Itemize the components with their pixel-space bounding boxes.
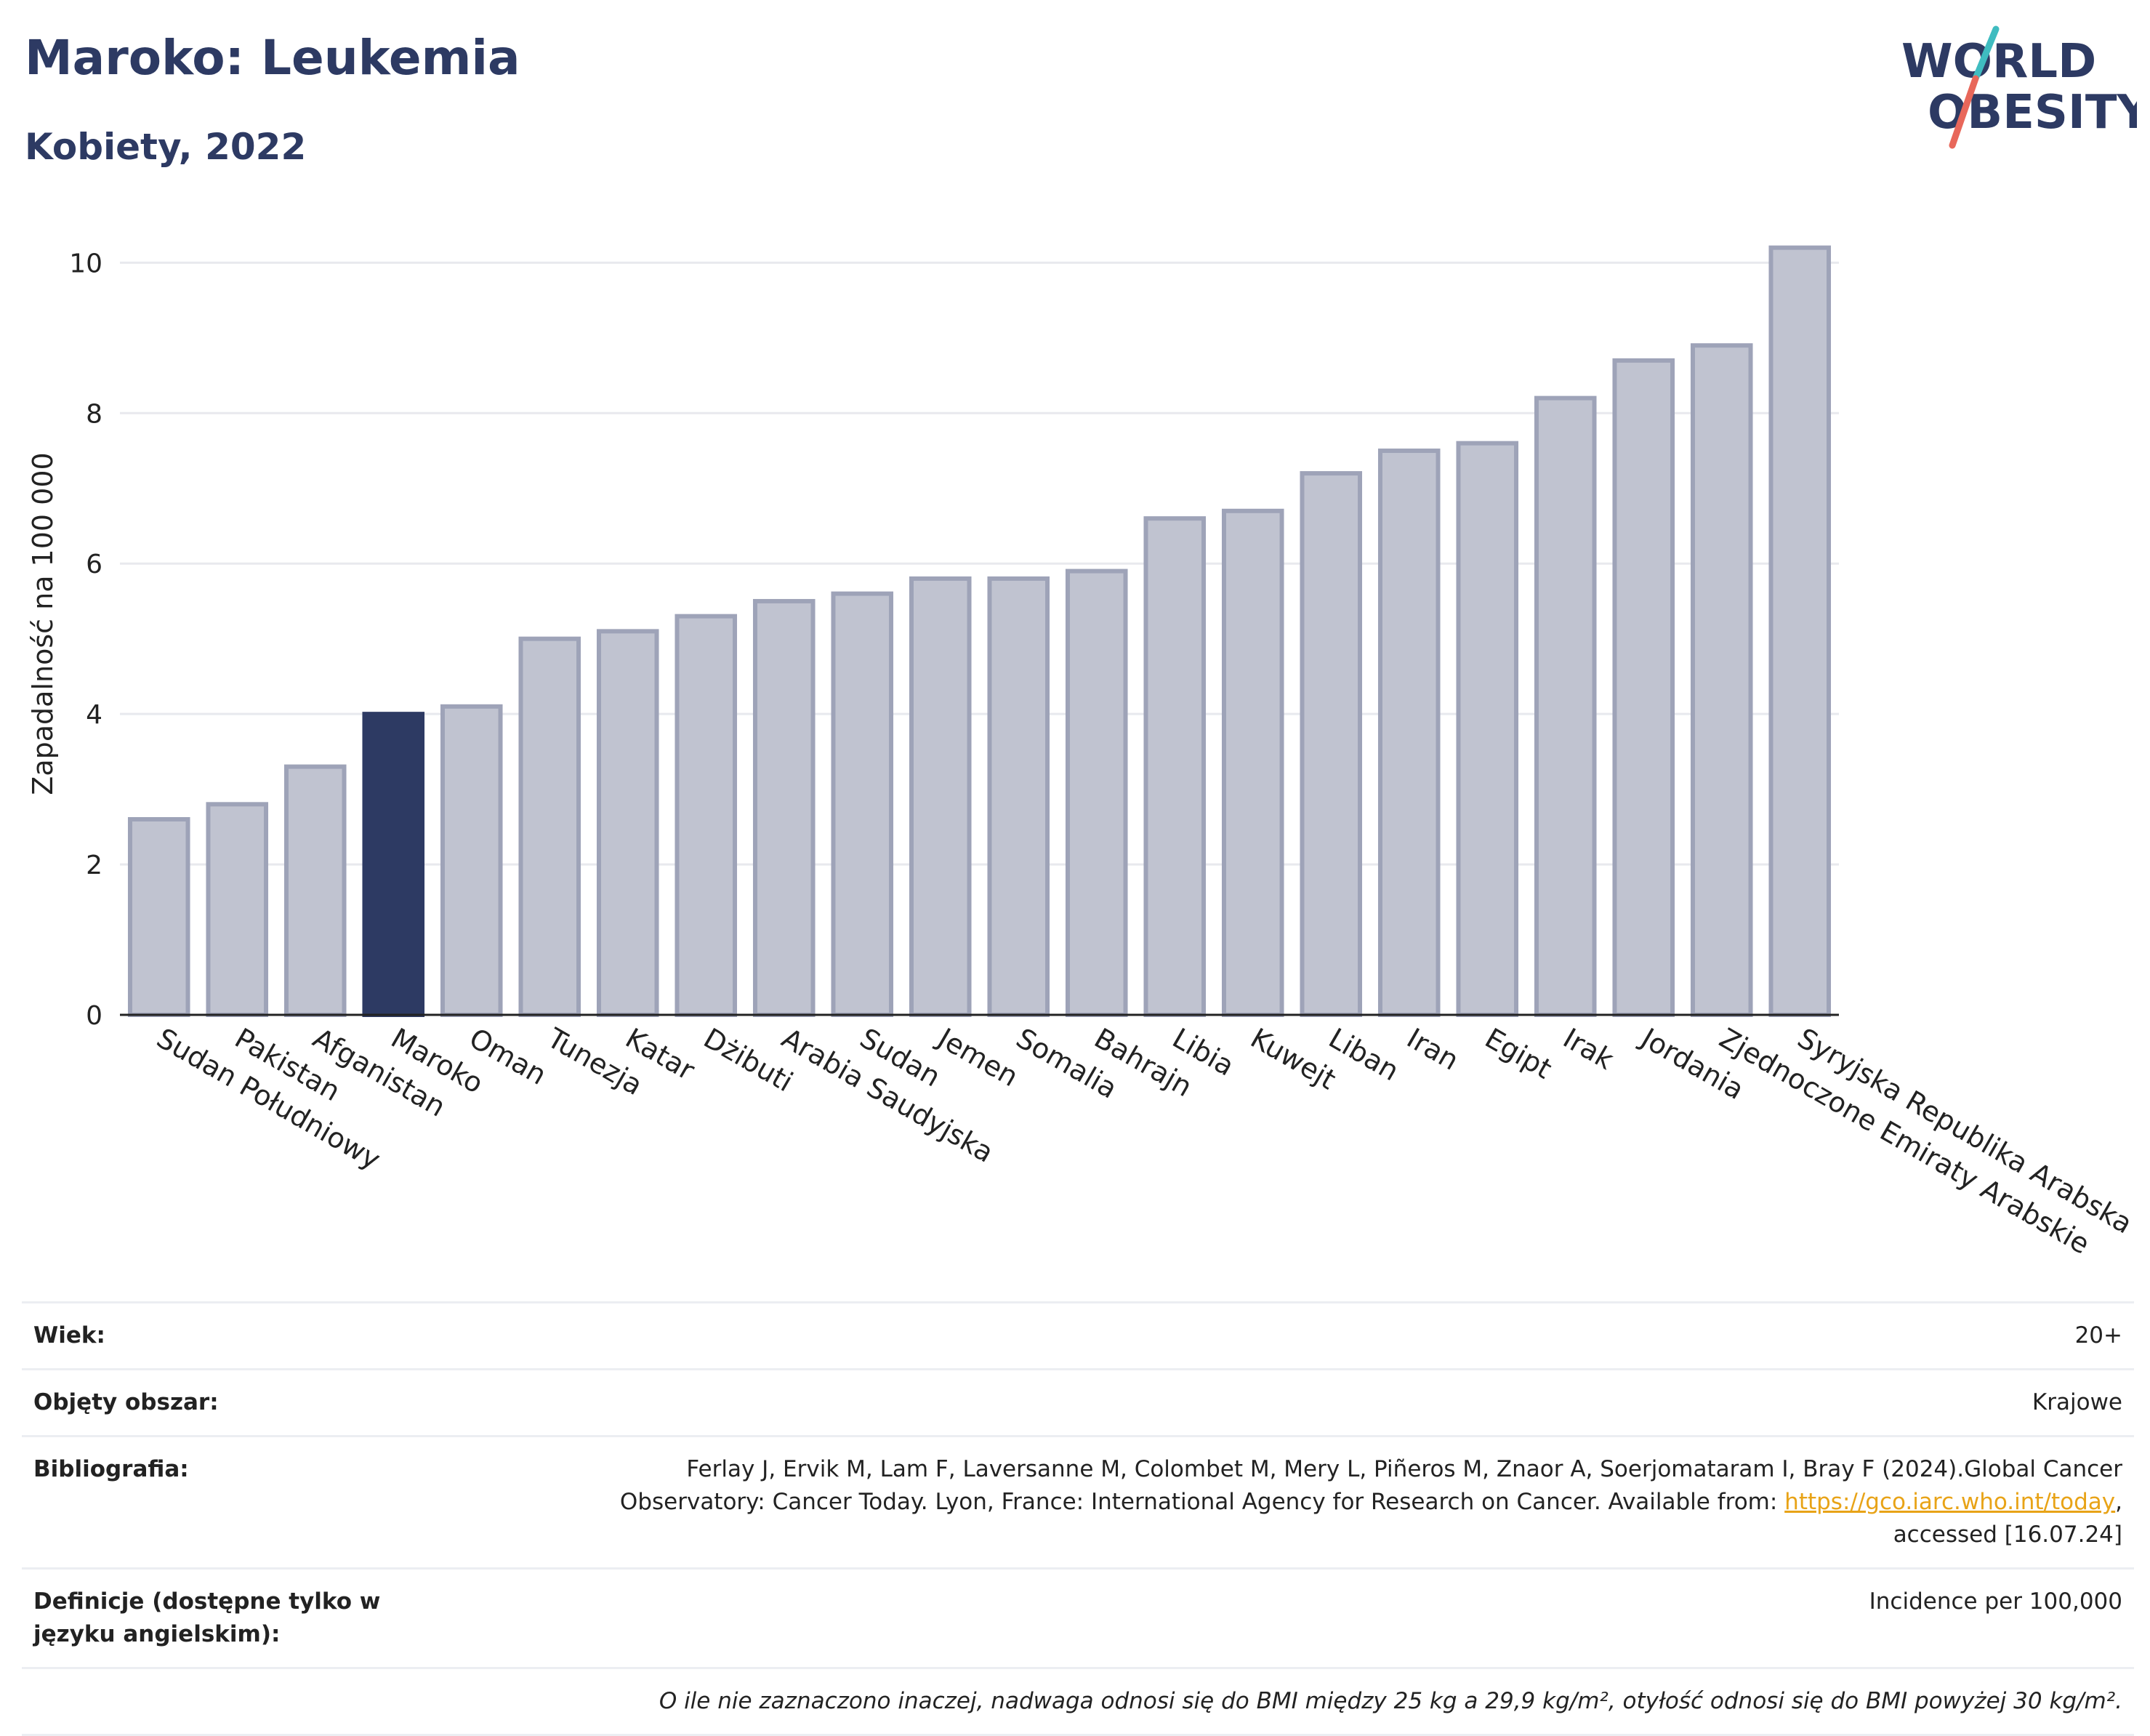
x-tick-label: Zjednoczone Emiraty Arabskie xyxy=(1714,1022,2095,1261)
y-axis-label: Zapadalność na 100 000 xyxy=(27,452,59,795)
logo-slash-teal-icon xyxy=(1972,25,2000,82)
bibliography-text-1: Ferlay J, Ervik M, Lam F, Laversanne M, … xyxy=(686,1455,2122,1482)
y-tick-label: 6 xyxy=(86,550,102,579)
info-row-age: Wiek: 20+ xyxy=(22,1301,2134,1370)
x-axis-labels: Sudan PołudniowyPakistanAfganistanMaroko… xyxy=(151,1021,2138,1261)
bar-19 xyxy=(1612,358,1675,1017)
x-tick-label: Kuwejt xyxy=(1245,1022,1341,1096)
info-row-bibliography: Bibliografia: Ferlay J, Ervik M, Lam F, … xyxy=(22,1434,2134,1569)
bar-3 xyxy=(362,712,425,1018)
bar-8 xyxy=(752,598,816,1017)
y-tick-label: 0 xyxy=(86,1001,102,1031)
bar-4 xyxy=(440,704,503,1017)
bar-5 xyxy=(518,636,581,1017)
world-obesity-logo: WORLD OBESITY xyxy=(1901,25,2137,149)
bar-16 xyxy=(1377,449,1441,1017)
y-tick-label: 8 xyxy=(86,399,102,429)
definitions-label: Definicje (dostępne tylko w języku angie… xyxy=(22,1567,481,1668)
bar-15 xyxy=(1300,471,1363,1018)
y-tick-label: 4 xyxy=(86,700,102,730)
coverage-value: Krajowe xyxy=(481,1367,2134,1436)
definitions-value: Incidence per 100,000 xyxy=(481,1567,2134,1668)
bibliography-label: Bibliografia: xyxy=(22,1434,481,1569)
page-subtitle: Kobiety, 2022 xyxy=(25,126,307,168)
x-tick-label: Dżibuti xyxy=(698,1022,799,1098)
logo-slash-coral-icon xyxy=(1949,75,1979,149)
bar-9 xyxy=(831,591,894,1017)
bars xyxy=(127,245,1832,1018)
bibliography-text-4: accessed [16.07.24] xyxy=(1893,1521,2122,1548)
bar-2 xyxy=(283,764,347,1017)
age-value: 20+ xyxy=(481,1301,2134,1370)
bar-13 xyxy=(1143,516,1207,1017)
x-tick-label: Irak xyxy=(1558,1022,1619,1076)
age-label: Wiek: xyxy=(22,1301,481,1370)
bar-14 xyxy=(1221,508,1284,1017)
coverage-label: Objęty obszar: xyxy=(22,1367,481,1436)
bar-17 xyxy=(1456,441,1519,1017)
x-tick-label: Egipt xyxy=(1480,1022,1558,1085)
y-tick-label: 2 xyxy=(86,851,102,880)
x-tick-label: Syryjska Republika Arabska xyxy=(1792,1022,2138,1240)
info-row-coverage: Objęty obszar: Krajowe xyxy=(22,1367,2134,1436)
x-tick-label: Jemen xyxy=(932,1021,1024,1093)
bmi-note: O ile nie zaznaczono inaczej, nadwaga od… xyxy=(481,1666,2134,1736)
bibliography-text-2: Observatory: Cancer Today. Lyon, France:… xyxy=(619,1488,1785,1515)
bar-1 xyxy=(206,802,269,1017)
bar-18 xyxy=(1534,395,1597,1018)
info-row-definitions: Definicje (dostępne tylko w języku angie… xyxy=(22,1567,2134,1668)
y-axis-ticks: 0 2 4 6 8 10 xyxy=(69,249,102,1031)
bibliography-value: Ferlay J, Ervik M, Lam F, Laversanne M, … xyxy=(481,1434,2134,1569)
bar-20 xyxy=(1690,343,1753,1017)
page-title: Maroko: Leukemia xyxy=(25,30,520,86)
x-tick-label: Iran xyxy=(1401,1022,1464,1077)
bar-21 xyxy=(1768,245,1832,1018)
info-row-note: O ile nie zaznaczono inaczej, nadwaga od… xyxy=(22,1666,2134,1736)
logo-line-1: WORLD xyxy=(1901,35,2096,89)
bar-11 xyxy=(987,576,1050,1017)
bibliography-link[interactable]: https://gco.iarc.who.int/today xyxy=(1784,1488,2116,1515)
bar-6 xyxy=(596,629,659,1017)
bar-chart: 0 2 4 6 8 10 Sudan PołudniowyPakistanAfganist… xyxy=(27,245,2138,1261)
bar-7 xyxy=(675,614,738,1017)
bibliography-text-3: , xyxy=(2115,1488,2122,1515)
y-tick-label: 10 xyxy=(69,249,102,278)
bar-12 xyxy=(1065,568,1128,1018)
bar-10 xyxy=(909,576,972,1017)
bar-0 xyxy=(127,817,190,1017)
info-table: Wiek: 20+ Objęty obszar: Krajowe Bibliog… xyxy=(22,1301,2134,1736)
